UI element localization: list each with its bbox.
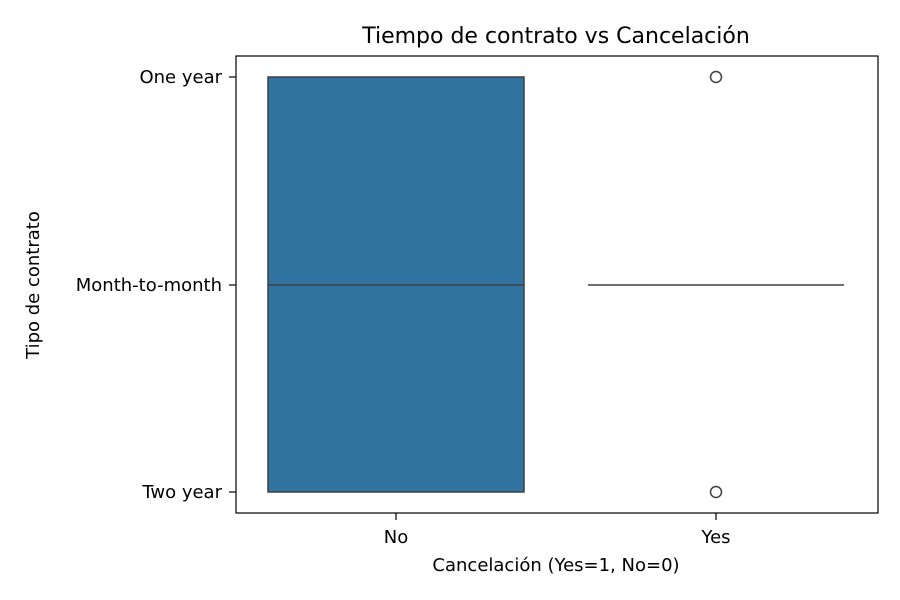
x-tick-label: Yes: [700, 527, 730, 548]
x-tick-label: No: [384, 527, 408, 548]
y-tick-label: Month-to-month: [76, 275, 222, 296]
plot-area: One year Month-to-month Two year No Yes: [76, 55, 879, 548]
y-tick-label: Two year: [141, 482, 222, 503]
outlier-point: [709, 485, 723, 499]
chart-title: Tiempo de contrato vs Cancelación: [361, 24, 750, 49]
outlier-point: [709, 70, 723, 84]
x-axis-title: Cancelación (Yes=1, No=0): [432, 555, 679, 576]
y-axis-title: Tipo de contrato: [23, 211, 44, 360]
y-tick-label: One year: [139, 67, 222, 88]
